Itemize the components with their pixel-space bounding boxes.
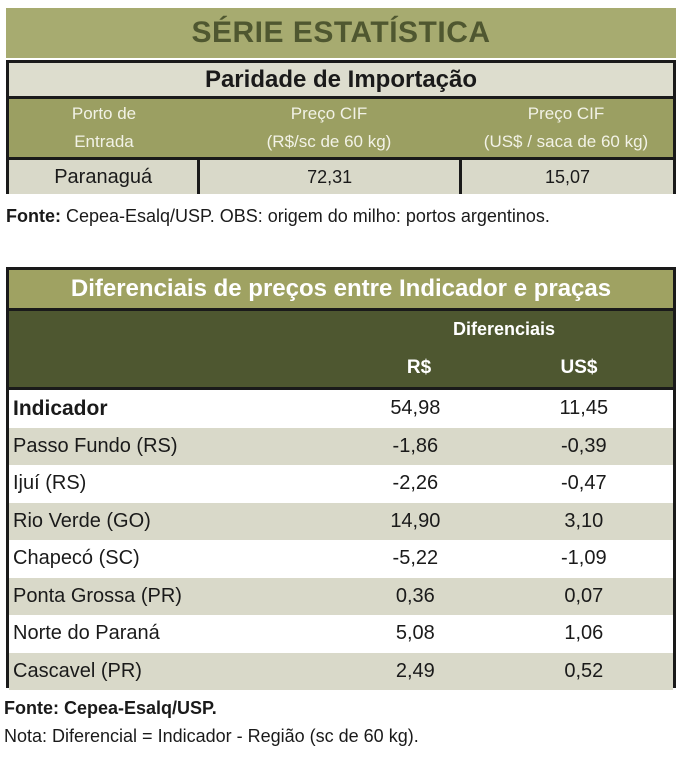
row-name: Ijuí (RS): [13, 472, 87, 495]
row-usd-value: -0,47: [561, 472, 607, 495]
table-row: Cascavel (PR) 2,49 0,52: [9, 652, 673, 690]
table-row: Indicador 54,98 11,45: [9, 390, 673, 428]
column-header-port-line2: Entrada: [74, 132, 134, 151]
source-label: Fonte:: [6, 206, 61, 226]
source-note: Fonte: Cepea-Esalq/USP. OBS: origem do m…: [6, 202, 634, 230]
import-parity-column-headers: Porto de Entrada Preço CIF (R$/sc de 60 …: [9, 99, 673, 157]
column-header-price-brl: Preço CIF (R$/sc de 60 kg): [199, 99, 459, 157]
row-name: Cascavel (PR): [13, 659, 142, 682]
differentials-title: Diferenciais de preços entre Indicador e…: [70, 275, 612, 302]
row-brl-value: -1,86: [392, 434, 439, 457]
import-parity-table: Paridade de Importação Porto de Entrada …: [6, 60, 676, 194]
port-name: Paranaguá: [54, 165, 153, 188]
table-row: Ijuí (RS) -2,26 -0,47: [9, 465, 673, 503]
row-name: Norte do Paraná: [13, 622, 160, 645]
row-usd-value: 0,07: [564, 584, 604, 607]
import-parity-title: Paridade de Importação: [204, 65, 478, 93]
footer-notes: Fonte: Cepea-Esalq/USP. Nota: Diferencia…: [4, 694, 419, 750]
row-name: Indicador: [13, 396, 108, 420]
price-brl-value: 72,31: [197, 160, 459, 194]
row-name: Passo Fundo (RS): [13, 434, 178, 457]
row-usd-value: 0,52: [564, 659, 604, 682]
row-usd-value: -0,39: [561, 434, 607, 457]
row-name: Ponta Grossa (PR): [13, 584, 182, 607]
column-header-usd: US$: [560, 357, 598, 378]
row-brl-value: 5,08: [395, 622, 435, 645]
row-usd-value: 3,10: [564, 509, 604, 532]
row-name: Rio Verde (GO): [13, 509, 151, 532]
footer-source: Fonte: Cepea-Esalq/USP.: [4, 698, 217, 718]
row-usd-value: 11,45: [559, 397, 609, 420]
table-row: Paranaguá 72,31 15,07: [9, 157, 673, 194]
row-usd-value: -1,09: [561, 547, 607, 570]
column-header-brl: R$: [406, 357, 432, 378]
differentials-rows: Indicador 54,98 11,45 Passo Fundo (RS) -…: [9, 390, 673, 690]
row-name: Chapecó (SC): [13, 547, 140, 570]
column-header-price-brl-line1: Preço CIF: [290, 104, 368, 123]
banner-title: SÉRIE ESTATÍSTICA: [191, 16, 491, 49]
column-header-port: Porto de Entrada: [9, 99, 199, 157]
header-divider: [9, 387, 673, 390]
column-header-price-usd-line1: Preço CIF: [527, 104, 605, 123]
price-usd-value: 15,07: [458, 160, 673, 194]
row-brl-value: 2,49: [395, 659, 435, 682]
column-header-price-usd: Preço CIF (US$ / saca de 60 kg): [459, 99, 673, 157]
column-header-price-usd-line2: (US$ / saca de 60 kg): [483, 132, 649, 151]
differentials-header: Diferenciais de preços entre Indicador e…: [9, 270, 673, 311]
column-group-differentials: Diferenciais: [452, 319, 556, 339]
differentials-column-headers: Diferenciais R$ US$: [9, 311, 673, 387]
differentials-table: Diferenciais de preços entre Indicador e…: [6, 267, 676, 690]
row-brl-value: -5,22: [392, 547, 439, 570]
table-row: Passo Fundo (RS) -1,86 -0,39: [9, 427, 673, 465]
table-row: Norte do Paraná 5,08 1,06: [9, 615, 673, 653]
column-header-price-brl-line2: (R$/sc de 60 kg): [266, 132, 392, 151]
source-note-text: Cepea-Esalq/USP. OBS: origem do milho: p…: [60, 206, 550, 226]
table-row: Ponta Grossa (PR) 0,36 0,07: [9, 577, 673, 615]
row-brl-value: 54,98: [390, 397, 441, 420]
column-header-port-line1: Porto de: [71, 104, 137, 123]
row-brl-value: 14,90: [390, 509, 441, 532]
row-brl-value: -2,26: [392, 472, 439, 495]
row-brl-value: 0,36: [395, 584, 435, 607]
series-banner: SÉRIE ESTATÍSTICA: [6, 8, 676, 58]
row-usd-value: 1,06: [564, 622, 604, 645]
import-parity-header: Paridade de Importação: [9, 63, 673, 99]
table-row: Rio Verde (GO) 14,90 3,10: [9, 502, 673, 540]
table-row: Chapecó (SC) -5,22 -1,09: [9, 540, 673, 578]
footer-nota: Nota: Diferencial = Indicador - Região (…: [4, 726, 419, 746]
